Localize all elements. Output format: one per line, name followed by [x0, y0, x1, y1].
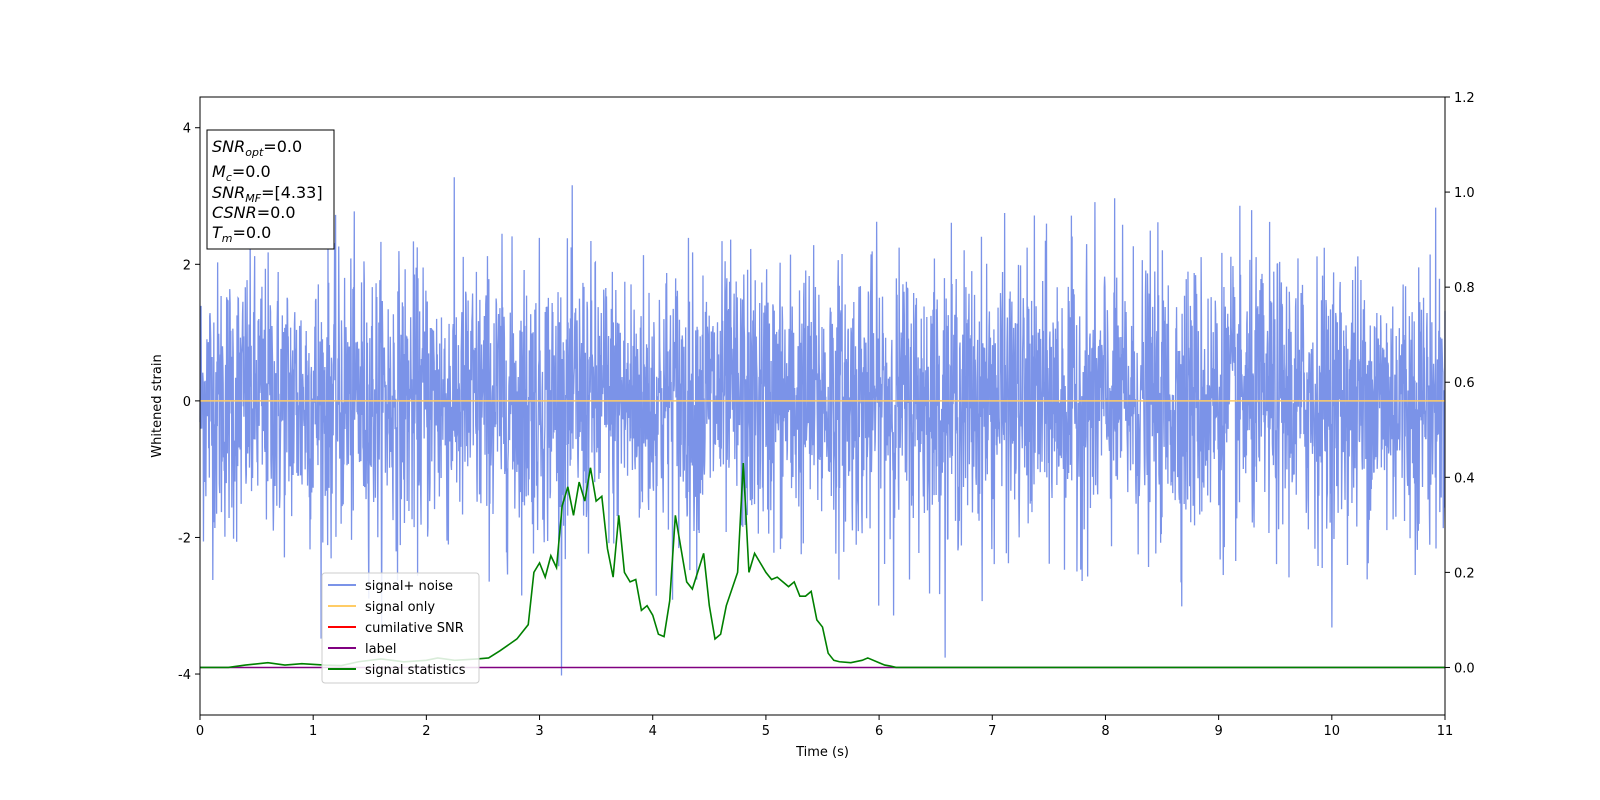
x-tick-label: 9: [1214, 724, 1222, 739]
x-axis: 0 1 2 3 4 5 6 7 8 9 10 11: [196, 715, 1453, 739]
y-tick-left-label: -2: [178, 531, 191, 546]
y-tick-left-label: 4: [183, 122, 191, 137]
y-axis-right: 0.0 0.2 0.4 0.6 0.8 1.0 1.2: [1445, 91, 1475, 676]
legend-entry: label: [365, 642, 396, 657]
x-axis-label: Time (s): [795, 745, 849, 760]
y-tick-right-label: 0.6: [1454, 376, 1475, 391]
y-tick-right-label: 1.0: [1454, 186, 1475, 201]
plot-frame: [199, 96, 1446, 716]
legend-entry: signal+ noise: [365, 579, 453, 594]
y-axis-left: -4 -2 0 2 4: [178, 122, 200, 683]
annotation-line: CSNR=0.0: [212, 203, 296, 222]
x-tick-label: 1: [309, 724, 317, 739]
y-axis-label: Whitened strain: [150, 354, 165, 457]
plot-border: [199, 96, 1446, 716]
y-tick-left-label: 0: [183, 395, 191, 410]
legend-frame: [321, 572, 480, 684]
annotation-line: Mc=0.0: [212, 162, 271, 184]
x-tick-label: 0: [196, 724, 204, 739]
annotation-frame: [206, 129, 335, 250]
x-tick-label: 2: [422, 724, 430, 739]
annotation-line: SNRopt=0.0: [212, 137, 302, 159]
x-tick-label: 10: [1324, 724, 1341, 739]
x-tick-label: 5: [762, 724, 770, 739]
y-tick-left-label: 2: [183, 258, 191, 273]
x-tick-label: 6: [875, 724, 883, 739]
y-tick-right-label: 0.4: [1454, 471, 1475, 486]
annotation-line: SNRMF=[4.33]: [212, 183, 323, 205]
y-tick-right-label: 0.8: [1454, 281, 1475, 296]
x-tick-label: 7: [988, 724, 996, 739]
x-tick-label: 8: [1101, 724, 1109, 739]
series-signal-noise-line: [199, 177, 1446, 676]
y-tick-right-label: 0.0: [1454, 661, 1475, 676]
x-tick-label: 4: [649, 724, 657, 739]
x-tick-label: 3: [535, 724, 543, 739]
annotation-box: SNRopt=0.0 Mc=0.0SNRMF=[4.33]CSNR=0.0Tm=0…: [206, 129, 335, 250]
legend-entry: signal statistics: [365, 663, 466, 678]
legend-entry: signal only: [365, 600, 435, 615]
signal-statistics-path: [200, 463, 1445, 669]
legend-entry: cumilative SNR: [365, 621, 464, 636]
x-tick-label: 11: [1437, 724, 1454, 739]
signal-noise-path: [199, 177, 1446, 676]
annotation-line: Tm=0.0: [212, 223, 271, 245]
y-tick-right-label: 1.2: [1454, 91, 1475, 106]
series-signal-statistics-line: [200, 463, 1445, 669]
legend: signal+ noise signal only cumilative SNR la…: [321, 572, 480, 684]
y-tick-right-label: 0.2: [1454, 566, 1475, 581]
y-tick-left-label: -4: [178, 668, 191, 683]
